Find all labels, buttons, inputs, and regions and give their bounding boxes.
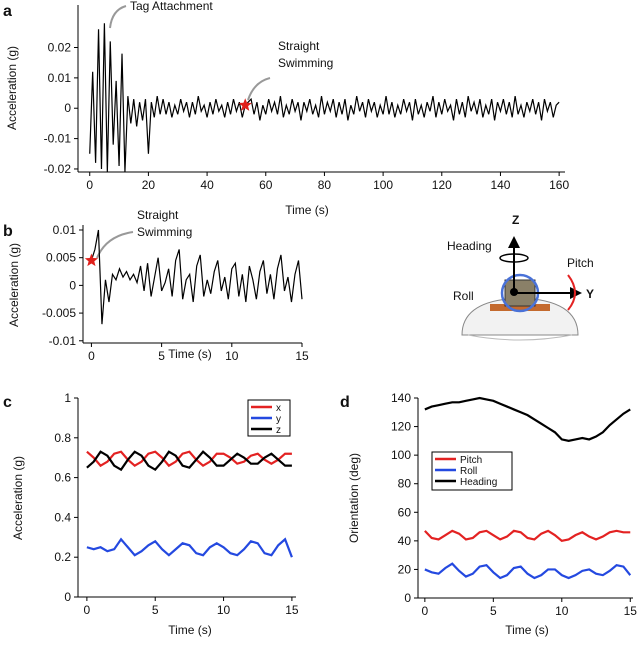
x-tick-label: 5 [158,349,165,363]
y-tick-label: 0.02 [48,41,72,55]
y-tick-label: 20 [398,562,412,576]
y-tick-label: 60 [398,505,412,519]
x-tick-label: 20 [142,178,156,192]
x-tick-label: 5 [152,603,159,617]
y-tick-label: 0.2 [54,550,71,564]
panel-label: d [340,394,350,411]
x-tick-label: 100 [373,178,393,192]
y-tick-label: 0.01 [53,223,77,237]
series-line [90,229,303,325]
x-tick-label: 0 [88,349,95,363]
star-marker [84,253,99,267]
x-tick-label: 15 [285,603,299,617]
annotation: Straight [137,208,179,222]
y-tick-label: 0.005 [46,251,76,265]
legend-label: y [276,414,281,425]
annotation: Straight [278,39,320,53]
x-tick-label: 0 [422,604,429,618]
annotation-arrow [247,77,271,101]
y-tick-label: 120 [391,420,411,434]
y-tick-label: 0.4 [54,510,71,524]
y-tick-label: 0 [64,101,71,115]
x-tick-label: 0 [86,178,93,192]
x-tick-label: 120 [432,178,452,192]
x-tick-label: 60 [259,178,273,192]
x-tick-label: 80 [318,178,332,192]
y-tick-label: 0 [64,590,71,604]
x-tick-label: 10 [555,604,569,618]
y-tick-label: 0 [69,278,76,292]
annotation-arrow [109,5,127,29]
x-tick-label: 0 [84,603,91,617]
y-axis-label: Acceleration (g) [5,46,19,130]
y-tick-label: 80 [398,477,412,491]
legend-label: x [276,403,281,414]
z-label: Z [512,213,519,227]
y-tick-label: 0.6 [54,471,71,485]
star-marker [238,98,252,111]
y-tick-label: -0.02 [44,162,72,176]
x-tick-label: 40 [200,178,214,192]
series-line [424,529,631,543]
y-tick-label: -0.005 [42,306,76,320]
x-tick-label: 10 [225,349,239,363]
series-line [86,537,293,558]
annotation: Tag Attachment [130,0,213,13]
x-tick-label: 15 [624,604,638,618]
panel-label: a [3,3,12,20]
y-axis-label: Acceleration (g) [11,456,25,540]
x-tick-label: 15 [295,349,309,363]
y-tick-label: -0.01 [49,334,77,348]
series-line [89,23,560,173]
y-label: Y [586,287,594,301]
series-line [86,450,292,468]
heading-arrow [499,253,529,263]
legend-label: Pitch [460,455,482,466]
z-arrowhead [508,236,520,248]
roll-label: Roll [453,289,474,303]
legend-label: Heading [460,477,497,488]
series-line [86,450,292,472]
panel-label: b [3,223,13,240]
y-tick-label: 0.8 [54,431,71,445]
series-line [424,396,631,442]
y-axis-label: Acceleration (g) [7,243,21,327]
jellyfish-diagram: Z Y Heading Pitch Roll [447,213,594,341]
y-tick-label: 40 [398,534,412,548]
legend-label: Roll [460,466,477,477]
origin [510,288,518,296]
series-line [424,562,632,580]
x-axis-label: Time (s) [168,347,212,361]
annotation: Swimming [137,225,192,239]
x-tick-label: 5 [490,604,497,618]
heading-label: Heading [447,239,492,253]
y-tick-label: -0.01 [44,132,72,146]
x-tick-label: 160 [549,178,569,192]
annotation: Swimming [278,56,333,70]
x-axis-label: Time (s) [168,623,212,637]
y-tick-label: 0.01 [48,71,72,85]
panel-label: c [3,394,12,411]
pitch-label: Pitch [567,256,594,270]
y-axis-label: Orientation (deg) [347,453,361,543]
y-tick-label: 0 [404,591,411,605]
x-tick-label: 10 [217,603,231,617]
x-tick-label: 140 [490,178,510,192]
annotation-arrow [96,231,134,259]
y-tick-label: 1 [64,391,71,405]
tag-base [490,304,550,311]
x-axis-label: Time (s) [285,203,329,217]
bell-fringe [467,334,573,341]
legend-label: z [276,425,281,436]
y-tick-label: 140 [391,391,411,405]
x-axis-label: Time (s) [505,623,549,637]
y-tick-label: 100 [391,448,411,462]
pitch-arrow [567,274,576,311]
